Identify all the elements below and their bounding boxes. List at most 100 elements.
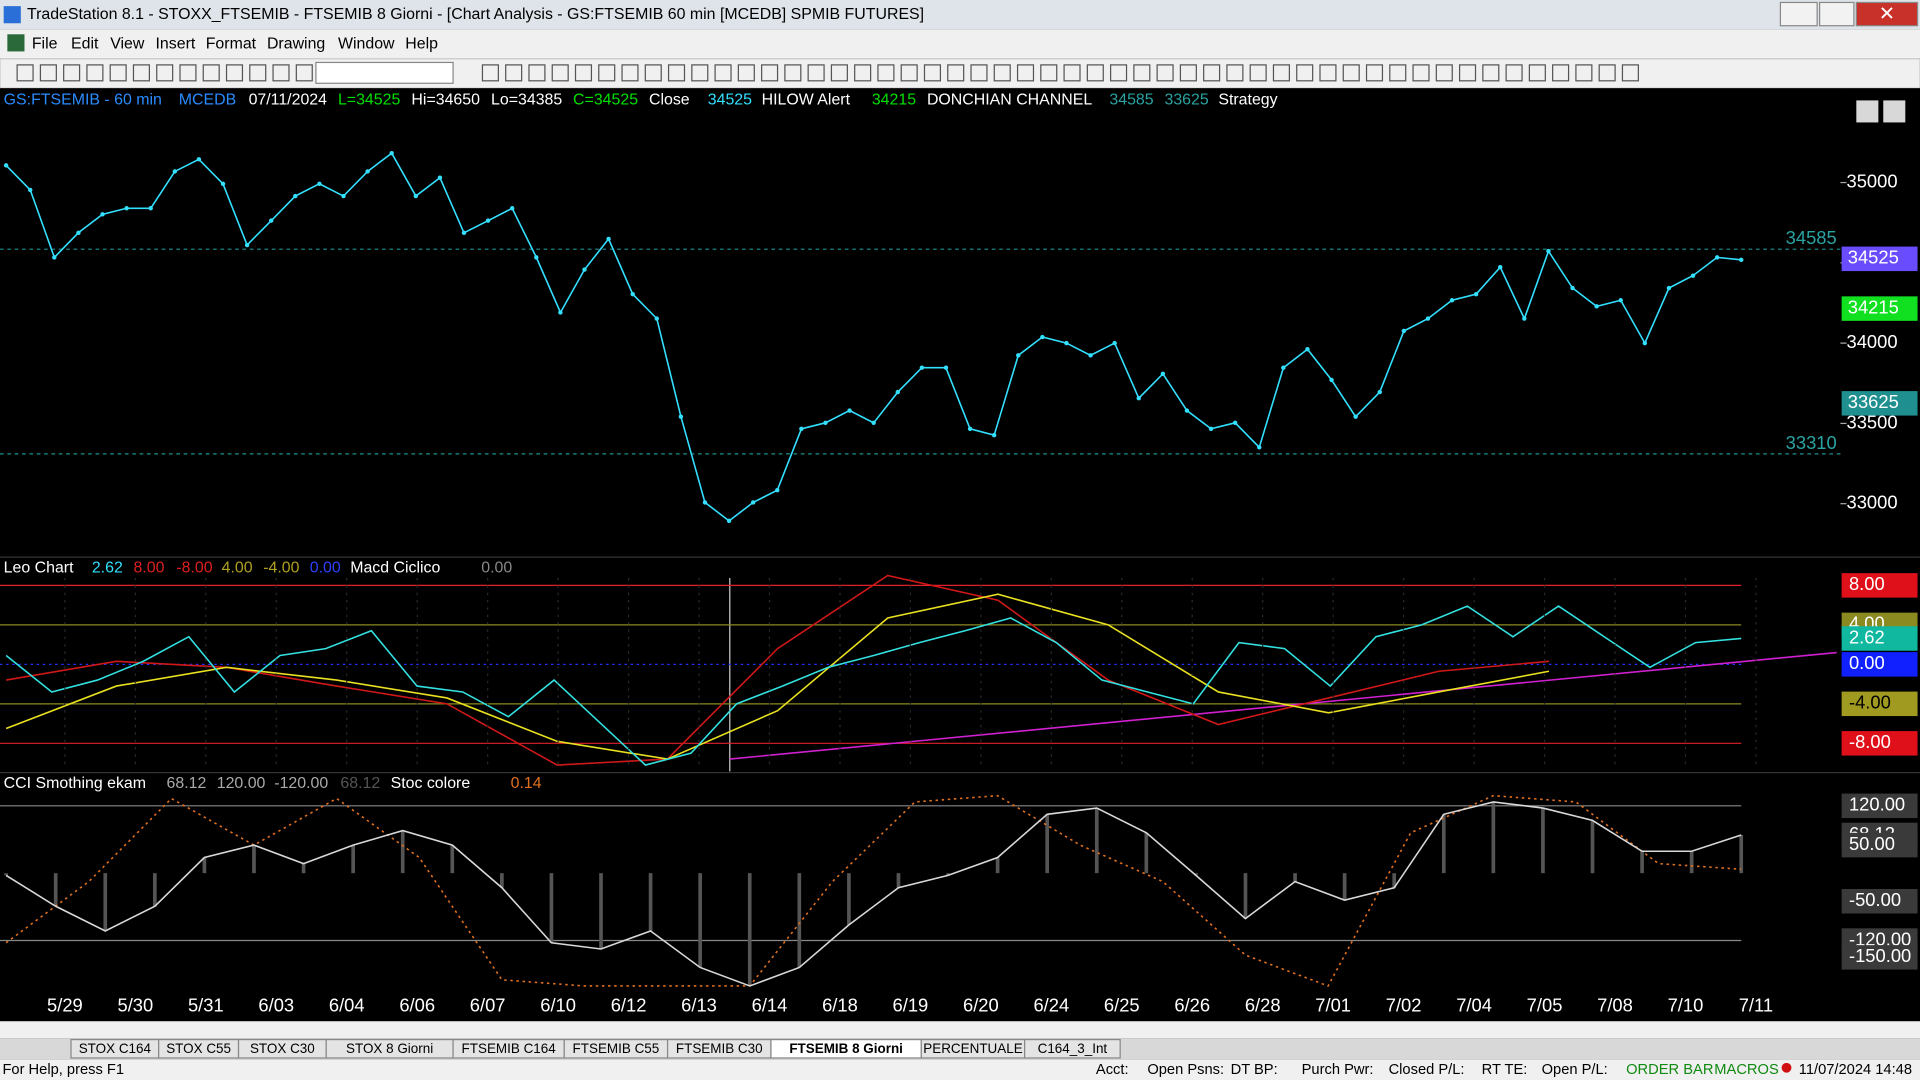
toolbar-button[interactable] [16,64,34,82]
toolbar-button[interactable] [1203,64,1221,82]
toolbar-button[interactable] [784,64,802,82]
price-point [895,389,900,395]
menu-item[interactable]: File [32,35,58,52]
symbol-combo[interactable] [315,61,454,84]
toolbar-button[interactable] [225,64,244,82]
sheet-tab[interactable] [1024,1038,1121,1059]
toolbar-button[interactable] [249,64,267,82]
toolbar-button[interactable] [1296,64,1314,82]
price-point [485,218,491,223]
close-button[interactable] [1855,1,1919,27]
price-point [1473,291,1479,297]
toolbar-button[interactable] [63,64,81,82]
toolbar-button[interactable] [202,64,220,82]
toolbar-button[interactable] [1552,64,1570,82]
menu-item[interactable]: Insert [156,35,196,52]
price-point [244,242,250,248]
status-field: RT TE: [1482,1062,1528,1078]
toolbar-button[interactable] [179,64,197,82]
toolbar-button[interactable] [1435,64,1453,82]
toolbar-button[interactable] [1389,64,1407,82]
toolbar-button[interactable] [295,64,313,82]
toolbar-button[interactable] [1412,64,1430,82]
toolbar-button[interactable] [39,64,57,82]
pane-restore-button[interactable] [1883,100,1906,123]
toolbar-button[interactable] [854,64,872,82]
close-glyph: ✕ [1879,3,1895,25]
toolbar-button[interactable] [1458,64,1477,82]
minimize-button[interactable] [1779,1,1818,27]
toolbar-button[interactable] [1621,64,1639,82]
toolbar-button[interactable] [574,64,593,82]
toolbar-button[interactable] [1226,64,1244,82]
toolbar-button[interactable] [156,64,174,82]
toolbar-button[interactable] [505,64,523,82]
macd-line [5,574,1550,766]
axis-marker-label: -8.00 [1849,731,1891,752]
toolbar-button[interactable] [807,64,825,82]
toolbar-button[interactable] [644,64,662,82]
toolbar-button[interactable] [1249,64,1267,82]
toolbar-button[interactable] [1342,64,1360,82]
menu-item[interactable]: Edit [71,35,99,52]
toolbar-button[interactable] [970,64,988,82]
price-point [534,255,539,260]
pane-header: C=34525 [573,92,638,109]
horizontal-scrollbar[interactable] [0,1021,1920,1039]
toolbar-button[interactable] [830,64,848,82]
toolbar-button[interactable] [1040,64,1058,82]
toolbar-button[interactable] [714,64,732,82]
menu-item[interactable]: Format [206,35,257,52]
price-point [1690,273,1696,278]
toolbar-button[interactable] [86,64,104,82]
toolbar-button[interactable] [1110,64,1128,82]
toolbar-button[interactable] [132,64,151,82]
x-tick-label: 7/02 [1386,994,1422,1015]
toolbar-button[interactable] [1505,64,1523,82]
toolbar-button[interactable] [737,64,755,82]
toolbar-button[interactable] [109,64,127,82]
toolbar-button[interactable] [1482,64,1500,82]
toolbar-button[interactable] [1179,64,1197,82]
toolbar-button[interactable] [551,64,569,82]
toolbar-button[interactable] [272,64,290,82]
toolbar-button[interactable] [1575,64,1593,82]
menu-item[interactable]: Drawing [267,35,325,52]
toolbar-button[interactable] [877,64,895,82]
toolbar-button[interactable] [1528,64,1546,82]
toolbar-button[interactable] [481,64,499,82]
toolbar-button[interactable] [598,64,616,82]
toolbar-button[interactable] [528,64,546,82]
toolbar-button[interactable] [1365,64,1384,82]
price-marker-box [1841,391,1918,416]
price-point [1377,389,1382,395]
toolbar-button[interactable] [1133,64,1151,82]
toolbar-button[interactable] [1016,64,1035,82]
maximize-button[interactable] [1818,1,1855,27]
x-tick-label: 7/10 [1668,994,1704,1015]
toolbar-button[interactable] [621,64,639,82]
toolbar-button[interactable] [1598,64,1616,82]
toolbar-button[interactable] [1319,64,1337,82]
pane-min-button[interactable] [1856,100,1879,123]
menu-item[interactable]: Window [338,35,395,52]
price-point [28,187,33,193]
toolbar-button[interactable] [667,64,686,82]
toolbar-button[interactable] [691,64,709,82]
toolbar-button[interactable] [947,64,965,82]
toolbar-button[interactable] [1156,64,1174,82]
x-tick-label: 6/14 [752,994,788,1015]
toolbar-button[interactable] [900,64,918,82]
menu-item[interactable]: Help [405,35,438,52]
toolbar-button[interactable] [993,64,1011,82]
menu-item[interactable]: View [110,35,145,52]
toolbar-button[interactable] [1272,64,1291,82]
toolbar-button[interactable] [761,64,779,82]
price-point [1088,353,1093,358]
toolbar-button[interactable] [1063,64,1081,82]
toolbar-button[interactable] [923,64,942,82]
pane-header: -120.00 [274,775,328,792]
toolbar-button[interactable] [1086,64,1104,82]
sheet-tab-label: FTSEMIB C55 [573,1041,660,1056]
price-point [654,316,659,321]
